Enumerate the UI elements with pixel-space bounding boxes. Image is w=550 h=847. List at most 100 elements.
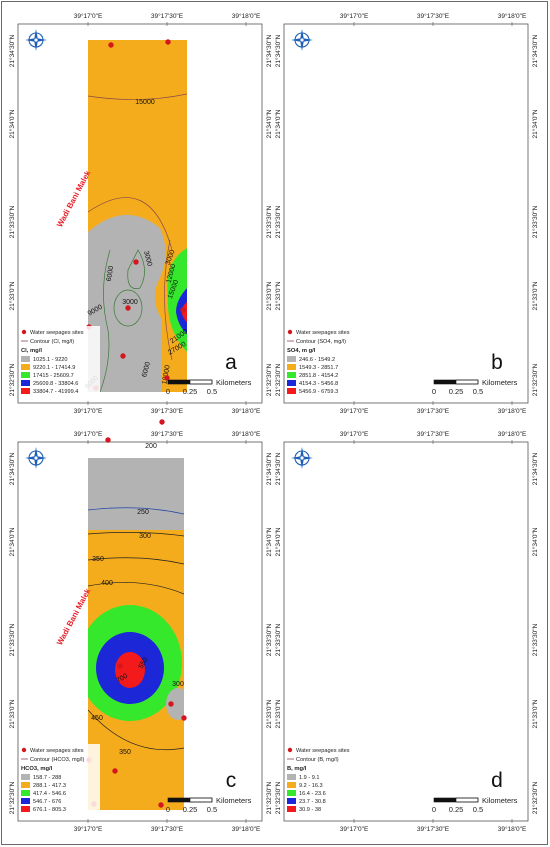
left-tick-label: 21°33'0"N xyxy=(274,281,282,310)
map-panel-c: 39°17'0"E 39°17'0"E 39°17'30"E 39°17'30"E 39… xyxy=(8,419,273,833)
legend-title: SO4, m g/l xyxy=(287,348,316,354)
legend-class-label: 546.7 - 676 xyxy=(33,799,61,805)
legend-class-label: 16.4 - 23.6 xyxy=(299,791,326,797)
zones xyxy=(88,458,184,751)
left-tick-label: 21°34'0"N xyxy=(8,109,16,138)
compass-rose-icon xyxy=(25,447,47,469)
bottom-tick-label: 39°18'0"E xyxy=(232,825,261,833)
left-tick-label: 21°33'30"N xyxy=(274,623,282,656)
right-tick-label: 21°33'0"N xyxy=(531,699,539,728)
legend-class-swatch xyxy=(287,782,296,788)
legend-class-label: 30.9 - 38 xyxy=(299,807,321,813)
right-tick-label: 21°33'0"N xyxy=(531,281,539,310)
right-tick-label: 21°34'0"N xyxy=(265,527,273,556)
contour-label: 6000 xyxy=(106,265,116,282)
legend-class-swatch xyxy=(287,774,296,780)
contour-label: 550 xyxy=(138,656,150,670)
legend-class-swatch xyxy=(21,388,30,394)
legend-class-swatch xyxy=(21,372,30,378)
contour-line xyxy=(127,249,145,289)
left-tick-group: 21°33'0"N xyxy=(274,281,282,310)
legend: Water seepages sites Contour (B, mg/l) B, … xyxy=(286,744,366,818)
scale-bar-segment xyxy=(168,798,190,802)
scale-bar: Kilometers 0 0.25 0.5 xyxy=(166,796,252,814)
left-tick-label: 21°33'0"N xyxy=(8,699,16,728)
bottom-tick-label: 39°17'30"E xyxy=(151,407,184,415)
zone-class5 xyxy=(115,652,145,688)
legend-sites-label: Water seepages sites xyxy=(30,330,84,336)
legend-box xyxy=(20,326,100,400)
scale-tick-label: 0 xyxy=(166,805,170,814)
legend-class-swatch xyxy=(21,790,30,796)
scale-tick-label: 0.5 xyxy=(473,805,483,814)
right-tick-group: 21°32'30"N xyxy=(265,363,273,396)
scale-tick-label: 0.25 xyxy=(449,805,464,814)
left-tick-label: 21°34'30"N xyxy=(8,452,16,485)
compass-rose-icon xyxy=(291,29,313,51)
legend-class-swatch xyxy=(21,774,30,780)
legend: Water seepages sites Contour (SO4, mg/l) S… xyxy=(286,326,366,400)
scale-tick-label: 0 xyxy=(432,805,436,814)
bottom-tick-label: 39°17'0"E xyxy=(340,825,369,833)
legend-sites-label: Water seepages sites xyxy=(296,330,350,336)
right-tick-label: 21°32'30"N xyxy=(531,781,539,814)
contour-label: 350 xyxy=(92,556,104,563)
seepage-site-marker-icon xyxy=(165,39,171,45)
scale-bar-segment xyxy=(168,380,190,384)
legend-sites-label: Water seepages sites xyxy=(296,748,350,754)
legend: Water seepages sites Contour (HCO3, mg/l)… xyxy=(20,744,100,818)
legend-class-label: 17415 - 25609.7 xyxy=(33,373,74,379)
seepage-site-marker-icon xyxy=(125,305,131,311)
legend-class-label: 246.6 - 1549.2 xyxy=(299,357,335,363)
scale-bar-segment xyxy=(434,798,456,802)
top-tick-label: 39°17'30"E xyxy=(417,12,450,20)
right-tick-group: 21°33'30"N xyxy=(265,623,273,656)
legend: Water seepages sites Contour (Cl, mg/l) Cl… xyxy=(20,326,100,400)
left-tick-group: 21°34'0"N xyxy=(8,527,16,556)
left-tick-group: 21°33'30"N xyxy=(274,205,282,238)
contour-line xyxy=(164,239,173,361)
top-tick-label: 39°17'0"E xyxy=(340,430,369,438)
left-tick-group: 21°33'30"N xyxy=(8,623,16,656)
left-tick-label: 21°33'30"N xyxy=(8,205,16,238)
left-tick-group: 21°33'0"N xyxy=(274,699,282,728)
compass-center xyxy=(300,38,304,42)
contour-label: 350 xyxy=(119,749,131,756)
left-tick-label: 21°34'30"N xyxy=(274,452,282,485)
legend-class-label: 2851.8 - 4154.2 xyxy=(299,373,338,379)
right-tick-group: 21°34'30"N xyxy=(531,452,539,485)
map-panel-b: 39°17'0"E 39°17'0"E 39°17'30"E 39°17'30"E 39… xyxy=(274,12,539,415)
left-tick-group: 21°32'30"N xyxy=(8,781,16,814)
legend-class-label: 25609.8 - 33804.6 xyxy=(33,381,78,387)
panel-letter: b xyxy=(491,351,503,374)
zone-class1 xyxy=(166,688,184,720)
scale-unit-label: Kilometers xyxy=(482,378,518,387)
compass-center xyxy=(300,456,304,460)
legend-class-swatch xyxy=(287,372,296,378)
legend-contour-label: Contour (B, mg/l) xyxy=(296,757,339,763)
scale-bar-segment xyxy=(434,380,456,384)
contour-label: 3000 xyxy=(122,299,138,306)
contour-label: 3000 xyxy=(165,249,177,266)
left-tick-group: 21°32'30"N xyxy=(8,363,16,396)
legend-box xyxy=(286,326,366,400)
legend-class-label: 676.1 - 805.3 xyxy=(33,807,66,813)
zone-class1 xyxy=(88,458,184,530)
right-tick-label: 21°34'0"N xyxy=(265,109,273,138)
scale-tick-label: 0.25 xyxy=(449,387,464,396)
bottom-tick-label: 39°17'30"E xyxy=(417,825,450,833)
right-tick-group: 21°32'30"N xyxy=(531,363,539,396)
contour-line xyxy=(99,249,111,392)
scale-bar-outline xyxy=(167,797,213,803)
left-tick-label: 21°32'30"N xyxy=(8,363,16,396)
top-tick-label: 39°17'30"E xyxy=(417,430,450,438)
contour-label: 250 xyxy=(137,509,149,516)
left-tick-group: 21°33'30"N xyxy=(8,205,16,238)
panel-letter: c xyxy=(226,769,237,792)
seepage-site-marker-icon xyxy=(108,42,114,48)
contour-line xyxy=(88,507,184,515)
seepage-site-marker-icon xyxy=(180,307,186,313)
panel-letter: d xyxy=(491,769,503,792)
